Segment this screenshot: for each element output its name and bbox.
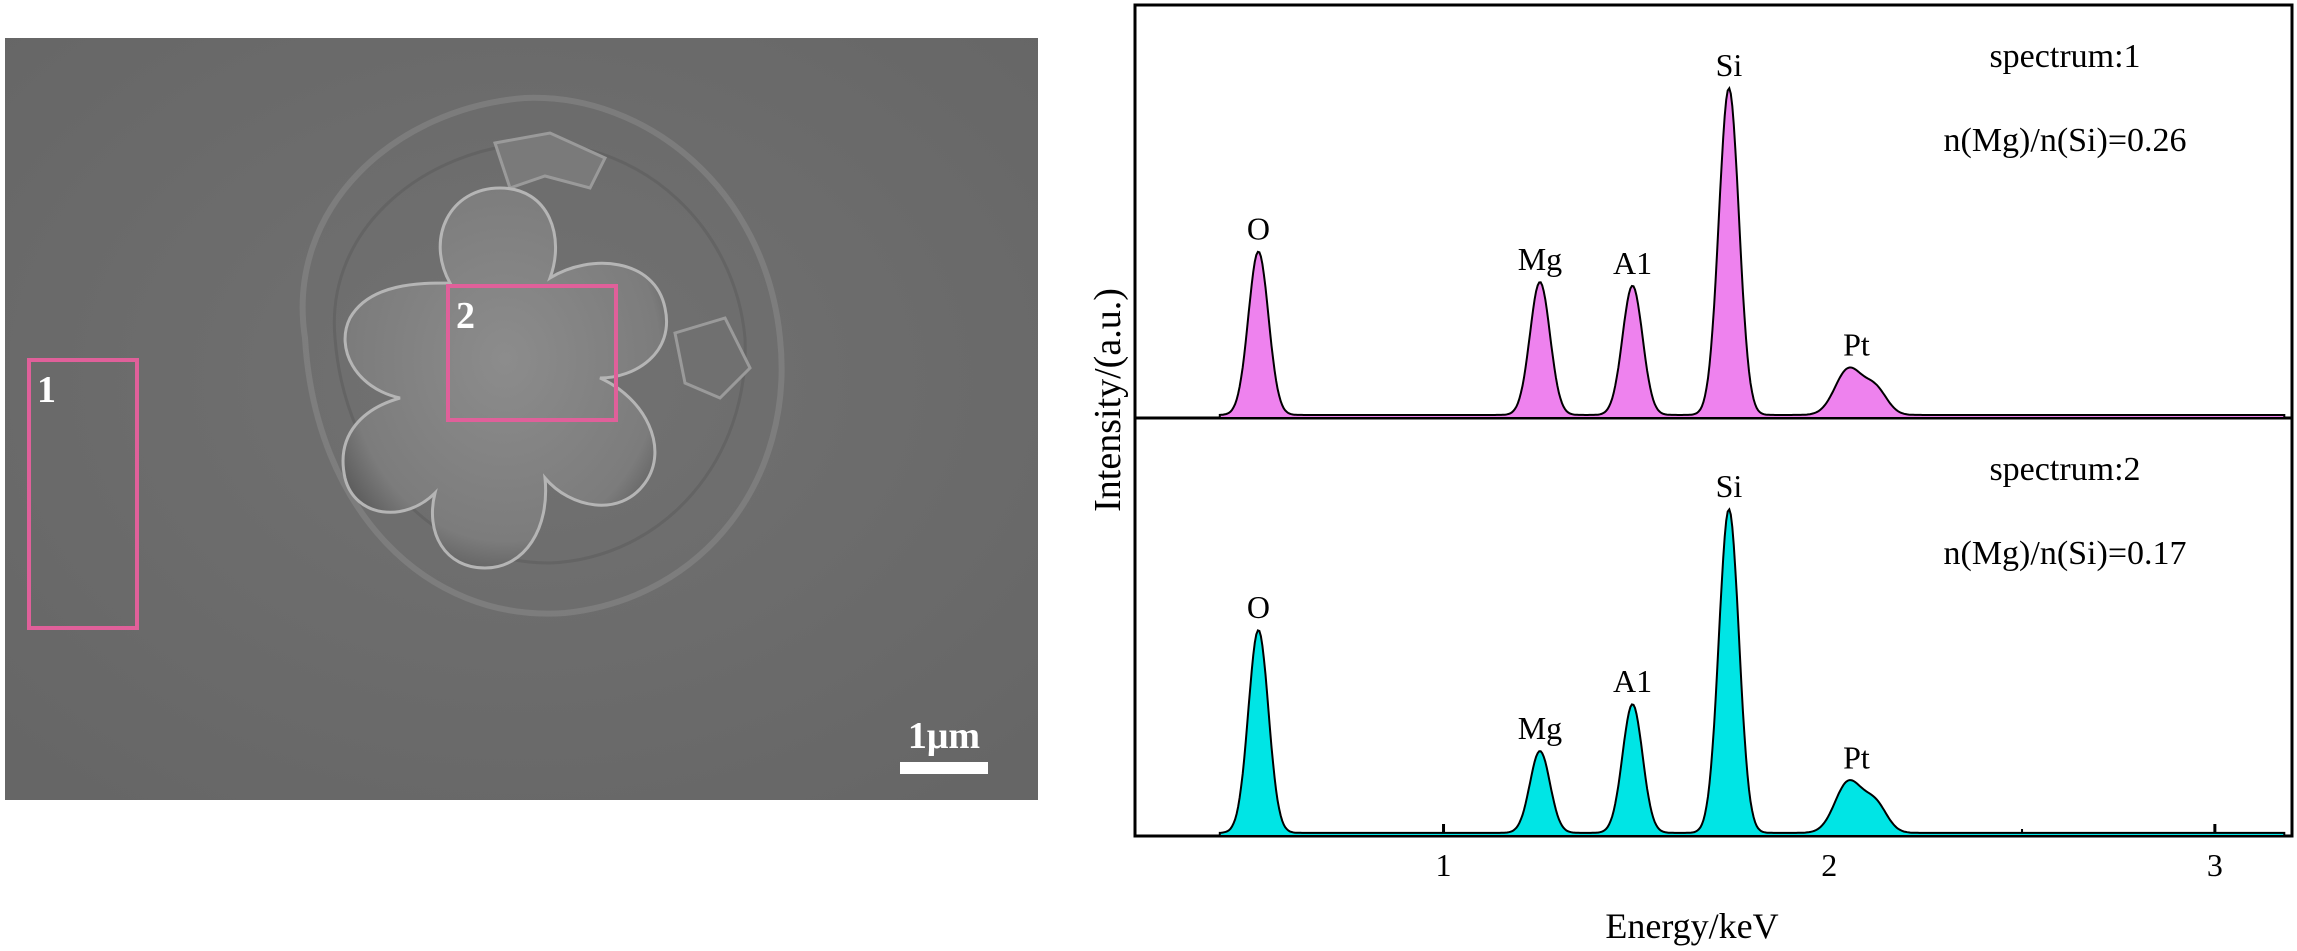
flower-particle [341, 186, 668, 570]
peak-label-mg-1: Mg [1518, 241, 1562, 277]
peak-label-o-2: O [1247, 589, 1270, 625]
analysis-region-1 [27, 358, 139, 630]
sem-micrograph: 1 2 1μm [5, 38, 1038, 800]
analysis-region-2 [446, 284, 618, 422]
peak-label-al-1: A1 [1613, 245, 1652, 281]
peak-label-pt-2: Pt [1843, 739, 1870, 775]
x-tick-label-3: 3 [2207, 847, 2223, 883]
spectrum-1-area [1218, 86, 2286, 419]
spectrum-1-ratio: n(Mg)/n(Si)=0.26 [1944, 122, 2187, 159]
peak-label-o-1: O [1247, 211, 1270, 247]
x-axis-label: Energy/keV [1605, 906, 1778, 946]
sem-image-panel: 1 2 1μm [5, 38, 1038, 800]
x-tick-label-2: 2 [1821, 847, 1837, 883]
scale-bar-label: 1μm [908, 715, 980, 757]
spectrum-1-name: spectrum:1 [1989, 38, 2140, 75]
spectrum-2-area [1218, 507, 2286, 837]
eds-spectra-panel: 1 2 3 O Mg A1 Si Pt spectrum:1 n(Mg)/n(Si)=0.26 O M… [1080, 0, 2297, 951]
analysis-region-label-2: 2 [456, 295, 475, 337]
peak-label-si-1: Si [1716, 47, 1743, 83]
y-axis-label: Intensity/(a.u.) [1087, 288, 1129, 512]
scale-bar [900, 762, 988, 774]
x-tick-label-1: 1 [1436, 847, 1452, 883]
halo-ring [299, 94, 785, 617]
analysis-region-label-1: 1 [37, 369, 56, 411]
spectrum-2-name: spectrum:2 [1989, 451, 2140, 488]
eds-spectra-chart: 1 2 3 O Mg A1 Si Pt spectrum:1 n(Mg)/n(Si)=0.26 O M… [1087, 3, 2294, 946]
spectrum-2-ratio: n(Mg)/n(Si)=0.17 [1944, 535, 2187, 572]
debris-flake-right [673, 316, 752, 400]
peak-label-mg-2: Mg [1518, 710, 1562, 746]
peak-label-pt-1: Pt [1843, 327, 1870, 363]
peak-label-si-2: Si [1716, 468, 1743, 504]
peak-label-al-2: A1 [1613, 663, 1652, 699]
